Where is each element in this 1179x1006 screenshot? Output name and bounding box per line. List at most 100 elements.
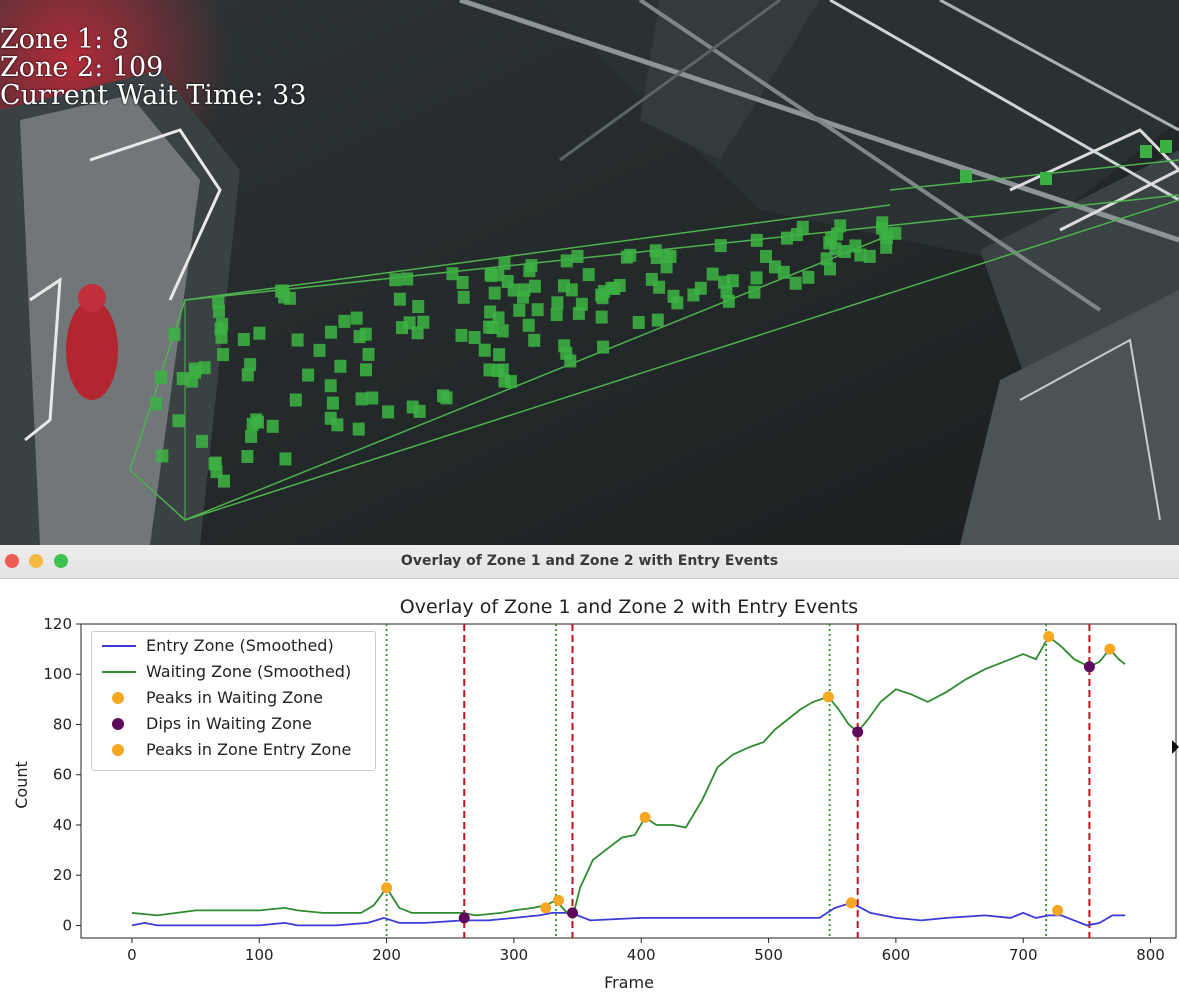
person-marker [362,347,375,361]
person-marker [237,333,250,346]
y-axis-label: Count [12,761,31,809]
person-marker [789,276,802,290]
person-marker [338,314,351,328]
legend-label: Entry Zone (Smoothed) [146,636,334,655]
person-marker [620,250,633,264]
legend-entry-zone: Entry Zone (Smoothed) [92,634,372,658]
legend-dot-orange [112,692,124,704]
person-marker [324,411,337,425]
y-tick-label: 60 [53,766,72,784]
waiting-peak-marker [822,691,834,703]
camera-scene [0,0,1179,545]
person-marker [241,450,254,463]
legend-label: Peaks in Waiting Zone [146,688,323,707]
person-marker [437,389,450,403]
waiting-peak-marker [1104,643,1116,655]
legend-peaks-waiting: Peaks in Waiting Zone [92,686,372,710]
y-tick-label: 120 [43,615,72,633]
person-marker [457,290,470,304]
legend-line-green [102,671,136,673]
person-marker [781,231,793,245]
person-marker [413,404,426,418]
person-marker [455,328,468,342]
person-marker [215,330,228,344]
waiting-peak-marker [552,894,564,906]
person-marker [498,256,511,270]
person-marker [326,396,339,410]
legend-dot-orange [112,744,124,756]
person-marker [350,311,363,325]
plot-canvas: Overlay of Zone 1 and Zone 2 with Entry … [0,580,1179,1006]
person-marker [218,474,230,488]
person-marker [760,249,772,263]
entry-peak-marker [1052,904,1064,916]
close-button[interactable] [5,554,19,568]
entry-peak-marker [845,897,857,909]
x-tick-label: 700 [1009,946,1038,964]
person-marker [582,268,595,282]
person-marker [1160,140,1172,153]
person-marker [496,324,509,338]
person-marker [208,457,221,471]
person-marker [355,392,368,406]
legend-dips-waiting: Dips in Waiting Zone [92,712,372,736]
legend-waiting-zone: Waiting Zone (Smoothed) [92,660,372,684]
y-tick-label: 100 [43,665,72,683]
person-marker [595,310,608,324]
person-marker [571,249,584,263]
person-marker [750,233,763,247]
person-marker [250,413,263,427]
person-marker [446,267,459,281]
person-marker [632,316,645,329]
person-marker [820,252,833,266]
person-marker [253,326,266,340]
person-marker [196,434,208,448]
person-marker [796,220,809,234]
person-marker [483,320,496,334]
person-marker [289,393,302,407]
entry-peak-marker [540,902,552,914]
person-marker [671,296,684,310]
person-marker [660,260,673,274]
person-marker [880,230,893,244]
x-tick-label: 800 [1136,946,1165,964]
person-marker [572,306,585,320]
chart-title: Overlay of Zone 1 and Zone 2 with Entry … [400,596,858,618]
person-marker [880,240,893,254]
person-marker [150,397,163,411]
minimize-button[interactable] [29,554,43,568]
person-marker [412,300,425,313]
person-marker [352,422,365,436]
person-marker [156,449,169,463]
legend-label: Peaks in Zone Entry Zone [146,740,352,759]
person-marker [664,250,677,263]
person-marker [389,273,402,287]
legend-label: Waiting Zone (Smoothed) [146,662,352,681]
x-tick-label: 500 [754,946,783,964]
person-marker [277,284,289,298]
person-marker [359,327,372,341]
plot-frame [80,623,1177,939]
person-marker [176,372,189,386]
person-marker [401,272,414,286]
person-marker [522,318,535,332]
waiting-peak-marker [1043,631,1055,643]
person-marker [382,405,395,419]
zoom-button[interactable] [54,554,68,568]
person-marker [651,313,664,327]
person-marker [244,358,257,372]
person-marker [613,279,626,292]
plot-window-titlebar[interactable]: Overlay of Zone 1 and Zone 2 with Entry … [0,545,1179,579]
person-marker [313,343,326,357]
person-marker [551,296,564,310]
person-marker [155,370,168,384]
person-marker [324,379,337,393]
person-marker [645,272,658,286]
person-marker [213,304,225,318]
person-marker [1040,172,1052,185]
person-marker [485,268,498,282]
person-marker [694,281,707,295]
person-marker [468,331,481,344]
waiting-peak-marker [639,811,651,823]
person-marker [393,292,406,306]
